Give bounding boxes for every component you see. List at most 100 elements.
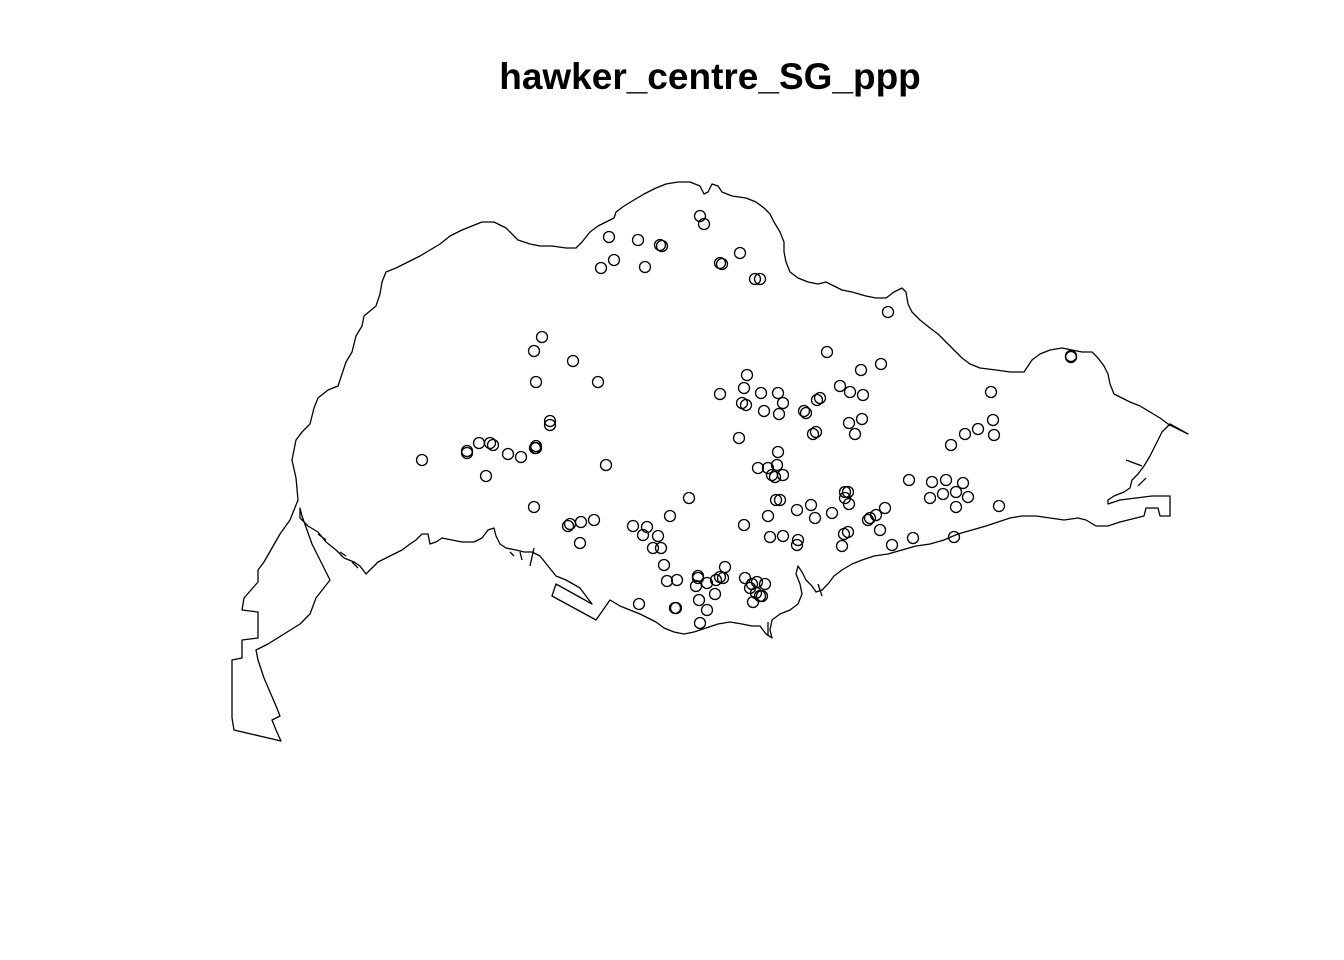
hawker-centre-point — [808, 511, 822, 525]
hawker-centre-point — [561, 519, 575, 533]
hawker-centre-point — [763, 530, 777, 544]
hawker-centre-point — [804, 498, 818, 512]
hawker-centre-point — [483, 436, 497, 450]
hawker-centre-point — [602, 230, 616, 244]
hawker-centre-point — [573, 536, 587, 550]
hawker-centre-point — [607, 253, 621, 267]
hawker-centre-point — [842, 416, 856, 430]
hawker-centre-point — [771, 386, 785, 400]
hawker-centre-point — [655, 239, 669, 253]
hawker-centre-point — [768, 470, 782, 484]
hawker-centre-point — [737, 381, 751, 395]
hawker-centre-point — [761, 461, 775, 475]
hawker-centre-point — [527, 344, 541, 358]
hawker-centre-point — [716, 571, 730, 585]
hawker-centre-point — [925, 475, 939, 489]
hawker-centre-point — [472, 436, 486, 450]
hawker-centre-point — [773, 493, 787, 507]
hawker-centre-point — [813, 391, 827, 405]
hawker-centre-point — [843, 385, 857, 399]
hawker-centre-point — [833, 379, 847, 393]
hawker-centre-point — [669, 601, 683, 615]
hawker-centre-point — [638, 260, 652, 274]
hawker-centre-point — [415, 453, 429, 467]
hawker-centre-point — [587, 513, 601, 527]
hawker-centre-point — [631, 233, 645, 247]
hawker-centre-point — [776, 529, 790, 543]
plot-title: hawker_centre_SG_ppp — [499, 56, 921, 97]
hawker-centre-point — [591, 375, 605, 389]
hawker-centre-point — [670, 573, 684, 587]
hawker-centre-point — [987, 428, 1001, 442]
hawker-centre-point — [854, 363, 868, 377]
hawker-centre-point — [790, 538, 804, 552]
hawker-centre-point — [718, 560, 732, 574]
hawker-centre-point — [751, 461, 765, 475]
main-island-boundary — [231, 181, 1189, 742]
hawker-centre-point — [657, 558, 671, 572]
hawker-centre-point — [878, 501, 892, 515]
hawker-centre-point — [984, 385, 998, 399]
hawker-centre-point — [769, 493, 783, 507]
hawker-centre-point — [740, 368, 754, 382]
hawker-centre-point — [848, 427, 862, 441]
hawker-centre-point — [640, 520, 654, 534]
hawker-centre-point — [820, 345, 834, 359]
hawker-centre-point — [753, 272, 767, 286]
hawker-centre-point — [738, 571, 752, 585]
hawker-centre-point — [636, 528, 650, 542]
hawker-centre-point — [772, 407, 786, 421]
hawker-centre-point — [958, 427, 972, 441]
hawker-centre-point — [732, 431, 746, 445]
hawker-centre-point — [861, 513, 875, 527]
hawker-centre-point — [713, 387, 727, 401]
hawker-centre-point — [693, 209, 707, 223]
hawker-centre-point — [869, 508, 883, 522]
hawker-centre-point — [992, 499, 1006, 513]
hawker-centre-point — [949, 500, 963, 514]
hawker-centre-point — [881, 305, 895, 319]
hawker-centre-point — [856, 388, 870, 402]
hawker-centre-points — [415, 209, 1078, 630]
hawker-centre-point — [902, 473, 916, 487]
hawker-centre-point — [863, 511, 877, 525]
hawker-centre-point — [543, 418, 557, 432]
hawker-centre-point — [939, 473, 953, 487]
hawker-centre-point — [733, 246, 747, 260]
hawker-centre-point — [906, 531, 920, 545]
hawker-centre-point — [797, 404, 811, 418]
hawker-centre-point — [660, 574, 674, 588]
hawker-centre-point — [460, 444, 474, 458]
hawker-centre-point — [770, 458, 784, 472]
hawker-centre-point — [949, 485, 963, 499]
hawker-centre-point — [855, 412, 869, 426]
hawker-centre-point — [501, 447, 515, 461]
hawker-centre-point — [535, 330, 549, 344]
hawker-centre-point — [646, 541, 660, 555]
hawker-centre-point — [755, 589, 769, 603]
hawker-centre-point — [758, 577, 772, 591]
hawker-centre-point — [944, 438, 958, 452]
hawker-centre-point — [956, 476, 970, 490]
hawker-centre-point — [566, 354, 580, 368]
hawker-centre-point — [923, 491, 937, 505]
hawker-centre-point — [486, 438, 500, 452]
hawker-centre-point — [709, 573, 723, 587]
hawker-centre-point — [825, 506, 839, 520]
hawker-centre-point — [693, 616, 707, 630]
hawker-centre-point — [806, 427, 820, 441]
hawker-centre-point — [715, 257, 729, 271]
hawker-centre-point — [700, 603, 714, 617]
hawker-centre-point — [749, 586, 763, 600]
hawker-centre-point — [599, 458, 613, 472]
hawker-centre-point — [654, 541, 668, 555]
hawker-centre-point — [874, 357, 888, 371]
hawker-centre-point — [708, 587, 722, 601]
hawker-centre-point — [663, 509, 677, 523]
hawker-centre-point — [986, 413, 1000, 427]
hawker-centre-point — [543, 414, 557, 428]
hawker-centre-point — [754, 386, 768, 400]
hawker-centre-point — [632, 597, 646, 611]
hawker-centre-point — [790, 503, 804, 517]
